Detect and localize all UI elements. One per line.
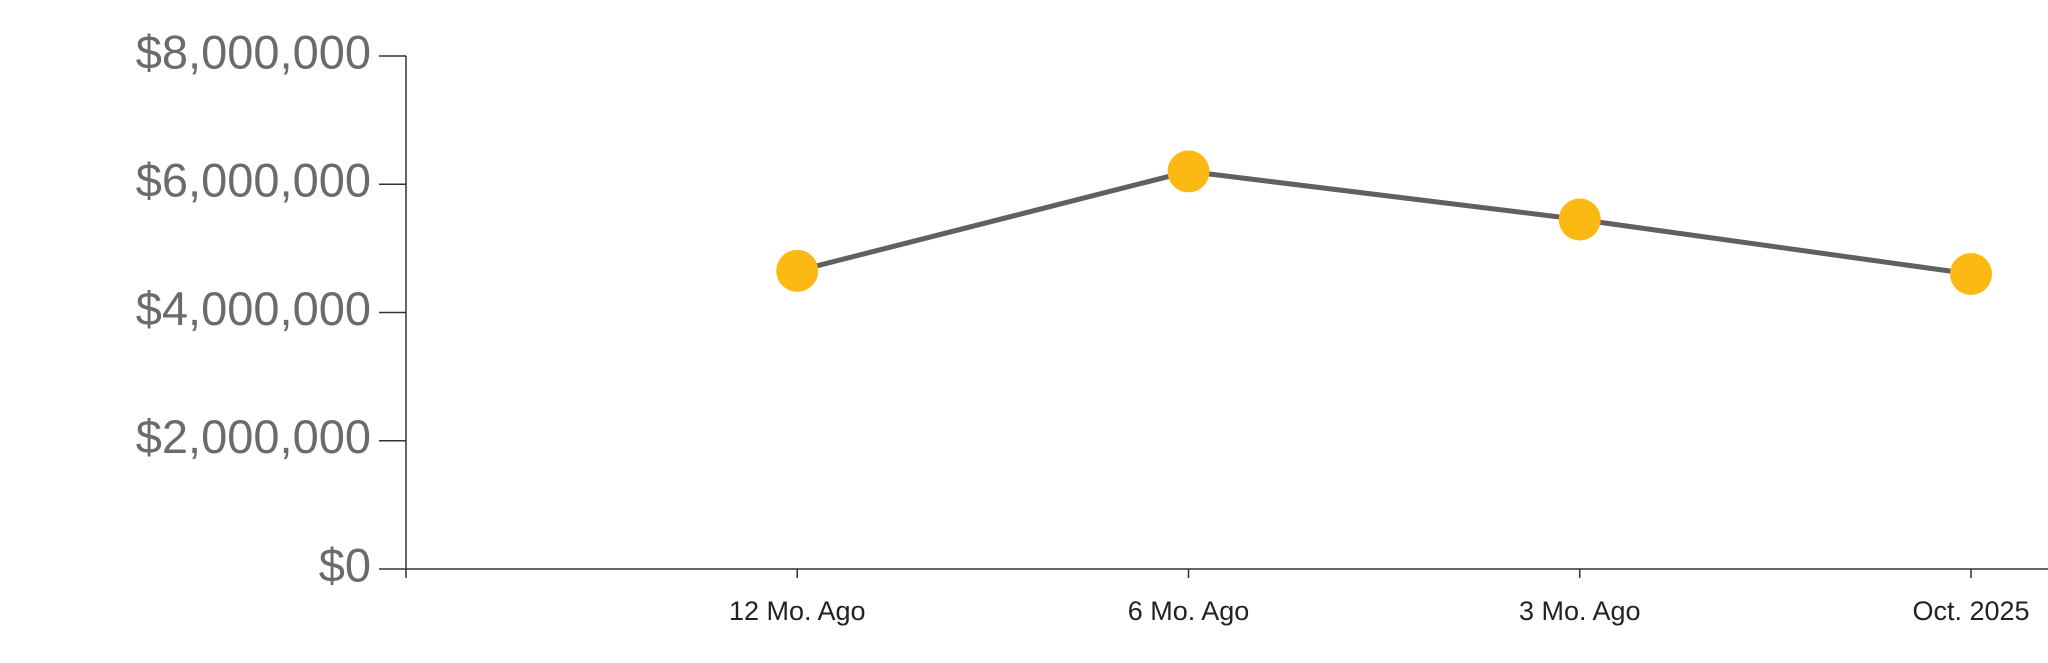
point: [1558, 198, 1601, 241]
x-tick-label: 12 Mo. Ago: [729, 596, 866, 626]
y-tick-label: $4,000,000: [136, 282, 371, 335]
y-tick-label: $6,000,000: [136, 154, 371, 207]
x-tick-label: 6 Mo. Ago: [1128, 596, 1250, 626]
y-tick-label: $2,000,000: [136, 410, 371, 463]
line: [796, 168, 1972, 277]
point: [776, 249, 819, 292]
y-tick-label: $8,000,000: [136, 25, 371, 78]
x-tick-label: Oct. 2025: [1912, 596, 2029, 626]
y-tick-label: $0: [319, 538, 371, 591]
x-tick-label: 3 Mo. Ago: [1519, 596, 1641, 626]
point: [1167, 150, 1210, 193]
point: [1950, 253, 1992, 296]
